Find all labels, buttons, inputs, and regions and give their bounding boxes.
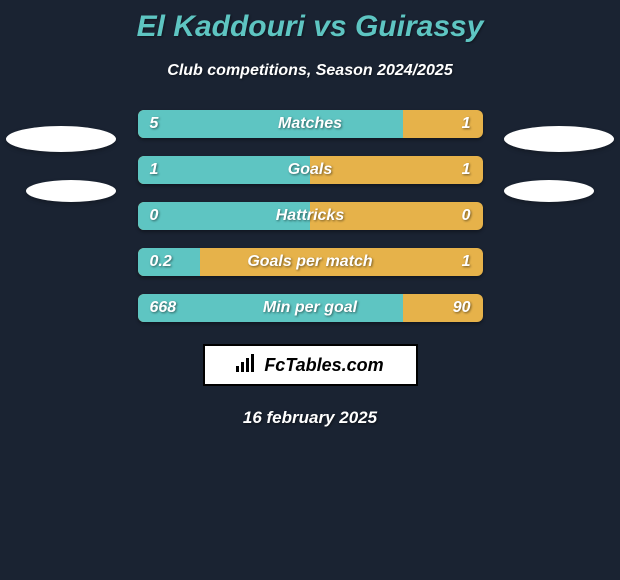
bar-left-segment: [138, 294, 404, 322]
stat-value-left: 1: [150, 156, 159, 184]
stat-value-right: 0: [462, 202, 471, 230]
stat-row: 0.21Goals per match: [138, 248, 483, 276]
stat-value-left: 0: [150, 202, 159, 230]
subtitle: Club competitions, Season 2024/2025: [0, 62, 620, 80]
page-title: El Kaddouri vs Guirassy: [0, 0, 620, 44]
stat-value-right: 1: [462, 110, 471, 138]
stat-value-left: 668: [150, 294, 177, 322]
stat-row: 00Hattricks: [138, 202, 483, 230]
bar-left-segment: [138, 156, 311, 184]
stat-value-right: 1: [462, 248, 471, 276]
stat-row: 11Goals: [138, 156, 483, 184]
comparison-infographic: El Kaddouri vs Guirassy Club competition…: [0, 0, 620, 580]
bar-left-segment: [138, 110, 404, 138]
date-text: 16 february 2025: [0, 408, 620, 428]
logo-box: FcTables.com: [203, 344, 418, 386]
logo-text: FcTables.com: [264, 355, 383, 376]
stat-value-right: 90: [453, 294, 471, 322]
bar-left-segment: [138, 202, 311, 230]
stat-row: 51Matches: [138, 110, 483, 138]
stat-row: 66890Min per goal: [138, 294, 483, 322]
stat-value-left: 5: [150, 110, 159, 138]
stats-section: 51Matches11Goals00Hattricks0.21Goals per…: [0, 110, 620, 322]
stat-value-right: 1: [462, 156, 471, 184]
bars-icon: [236, 354, 258, 377]
stat-value-left: 0.2: [150, 248, 172, 276]
